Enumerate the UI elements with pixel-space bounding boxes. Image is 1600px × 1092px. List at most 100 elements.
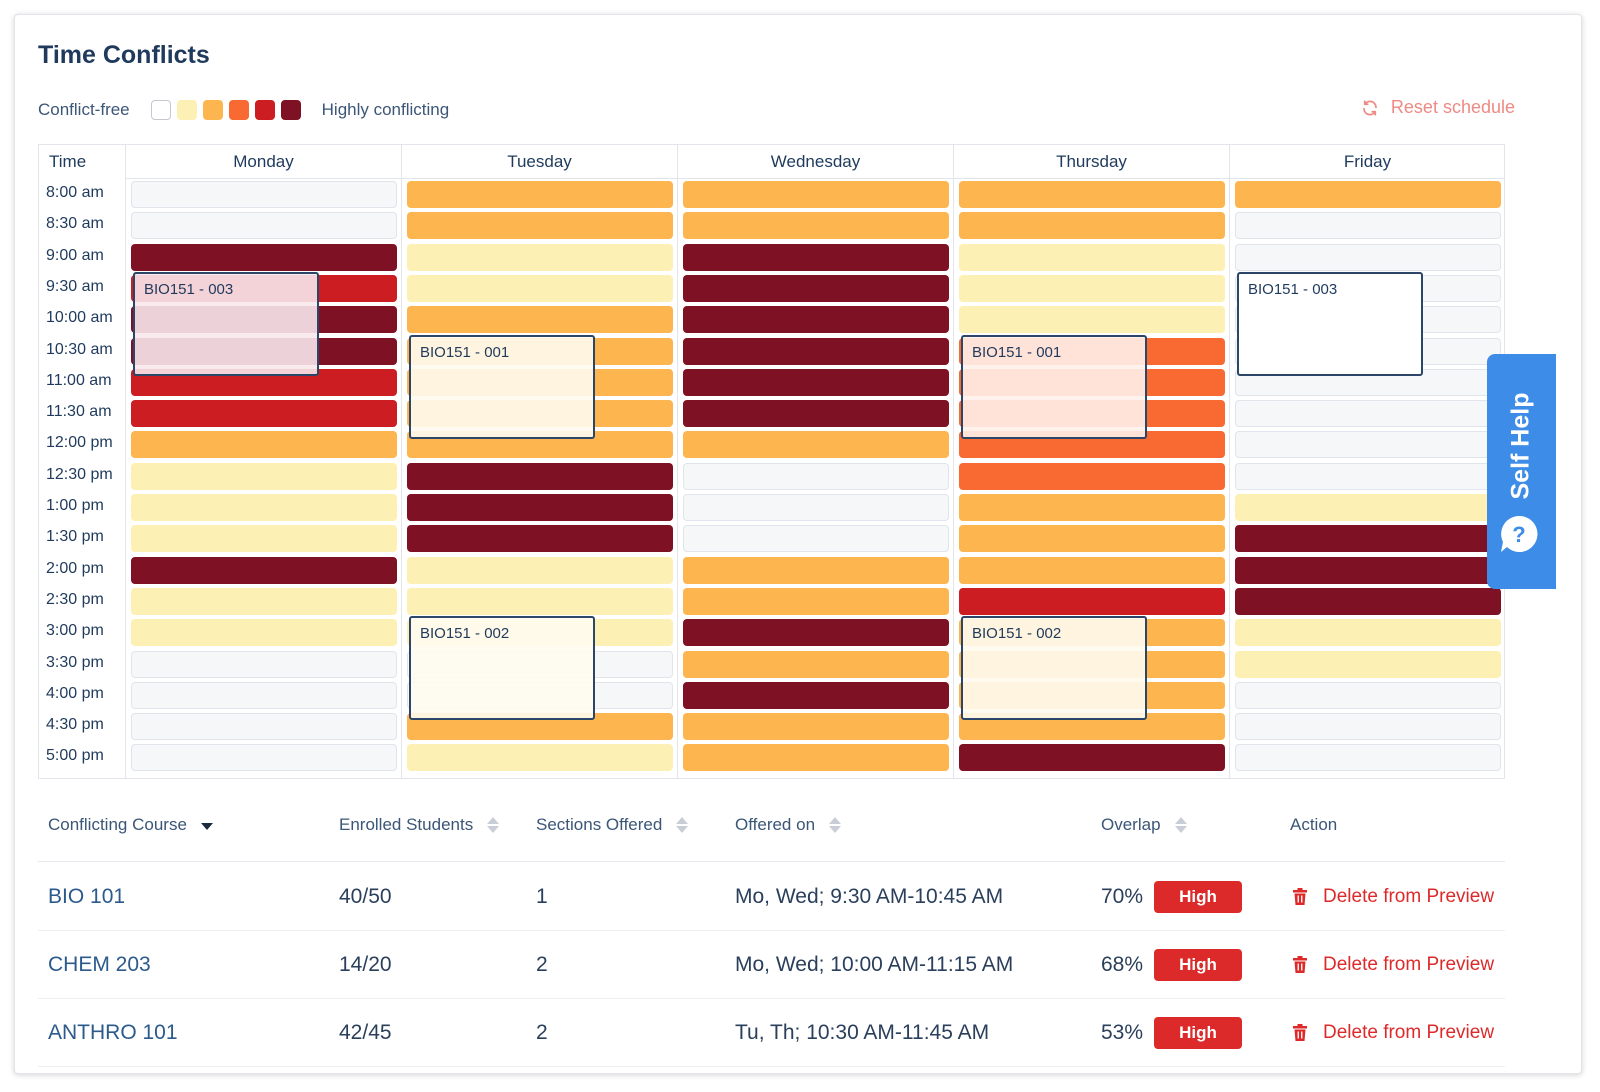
- time-slot[interactable]: [131, 525, 397, 553]
- time-slot[interactable]: [131, 212, 397, 240]
- time-slot[interactable]: [1235, 681, 1501, 709]
- time-slot[interactable]: [407, 181, 673, 208]
- time-slot[interactable]: [131, 556, 397, 584]
- sort-icon[interactable]: [487, 816, 500, 834]
- time-slot[interactable]: [1235, 494, 1501, 521]
- time-slot[interactable]: [1235, 400, 1501, 428]
- header-offered-on[interactable]: Offered on: [735, 809, 842, 841]
- time-slot[interactable]: [407, 494, 673, 521]
- time-slot[interactable]: [683, 431, 949, 459]
- time-slot[interactable]: [407, 525, 673, 553]
- time-slot[interactable]: [683, 243, 949, 271]
- time-slot[interactable]: [407, 462, 673, 490]
- time-slot[interactable]: [1235, 243, 1501, 271]
- time-slot[interactable]: [683, 306, 949, 334]
- time-slot[interactable]: [1235, 525, 1501, 553]
- time-slot[interactable]: [959, 243, 1225, 271]
- time-slot[interactable]: [407, 587, 673, 615]
- self-help-label: Self Help: [1506, 392, 1535, 500]
- course-section-block[interactable]: BIO151 - 003: [133, 271, 319, 376]
- course-section-block[interactable]: BIO151 - 002: [409, 616, 595, 721]
- time-slot[interactable]: [683, 212, 949, 240]
- time-slot[interactable]: [131, 431, 397, 459]
- course-section-block[interactable]: BIO151 - 001: [409, 334, 595, 439]
- sort-icon[interactable]: [829, 816, 842, 834]
- time-slot[interactable]: [959, 462, 1225, 490]
- header-overlap[interactable]: Overlap: [1101, 809, 1187, 841]
- time-slot[interactable]: [683, 462, 949, 490]
- course-section-block[interactable]: BIO151 - 003: [1237, 271, 1423, 376]
- time-slot[interactable]: [683, 400, 949, 428]
- time-slot[interactable]: [683, 181, 949, 208]
- time-slot[interactable]: [131, 243, 397, 271]
- time-slot[interactable]: [1235, 556, 1501, 584]
- time-slot[interactable]: [1235, 619, 1501, 647]
- time-slot[interactable]: [683, 368, 949, 396]
- time-slot[interactable]: [959, 494, 1225, 521]
- sort-desc-icon[interactable]: [200, 816, 213, 834]
- time-slot[interactable]: [1235, 212, 1501, 240]
- time-slot[interactable]: [683, 587, 949, 615]
- help-question-icon: ?: [1501, 515, 1538, 552]
- time-slot[interactable]: [1235, 650, 1501, 678]
- time-slot[interactable]: [683, 713, 949, 741]
- time-slot[interactable]: [959, 274, 1225, 302]
- time-slot[interactable]: [959, 556, 1225, 584]
- time-slot[interactable]: [959, 744, 1225, 772]
- time-slot[interactable]: [959, 525, 1225, 553]
- time-slot[interactable]: [407, 306, 673, 334]
- sort-icon[interactable]: [1174, 816, 1187, 834]
- sort-icon[interactable]: [676, 816, 689, 834]
- time-label: 1:00 pm: [46, 497, 104, 514]
- time-slot[interactable]: [1235, 181, 1501, 208]
- time-slot[interactable]: [959, 587, 1225, 615]
- time-slot[interactable]: [683, 681, 949, 709]
- delete-from-preview-button[interactable]: Delete from Preview: [1293, 931, 1494, 998]
- time-slot[interactable]: [131, 400, 397, 428]
- time-slot[interactable]: [1235, 713, 1501, 741]
- time-slot[interactable]: [683, 650, 949, 678]
- time-slot[interactable]: [683, 274, 949, 302]
- course-section-block[interactable]: BIO151 - 002: [961, 616, 1147, 721]
- time-slot[interactable]: [683, 337, 949, 365]
- time-slot[interactable]: [683, 744, 949, 772]
- conflict-legend: Conflict-free Highly conflicting: [38, 99, 449, 121]
- time-slot[interactable]: [407, 744, 673, 772]
- time-slot[interactable]: [407, 243, 673, 271]
- time-slot[interactable]: [683, 619, 949, 647]
- time-slot[interactable]: [1235, 462, 1501, 490]
- time-slot[interactable]: [131, 619, 397, 647]
- time-slot[interactable]: [683, 525, 949, 553]
- delete-from-preview-button[interactable]: Delete from Preview: [1293, 863, 1494, 930]
- time-slot[interactable]: [1235, 744, 1501, 772]
- overlap-percent: 68%: [1101, 953, 1144, 976]
- delete-from-preview-button[interactable]: Delete from Preview: [1293, 999, 1494, 1066]
- course-section-block[interactable]: BIO151 - 001: [961, 334, 1147, 439]
- time-slot[interactable]: [131, 462, 397, 490]
- time-slot[interactable]: [131, 587, 397, 615]
- time-slot[interactable]: [131, 681, 397, 709]
- time-slot[interactable]: [683, 556, 949, 584]
- header-sections-offered[interactable]: Sections Offered: [536, 809, 689, 841]
- time-slot[interactable]: [407, 274, 673, 302]
- time-slot[interactable]: [131, 650, 397, 678]
- reset-schedule-button[interactable]: Reset schedule: [1361, 97, 1515, 118]
- time-slot[interactable]: [959, 181, 1225, 208]
- self-help-tab[interactable]: Self Help ?: [1487, 354, 1556, 589]
- header-conflicting-course[interactable]: Conflicting Course: [48, 809, 213, 841]
- course-name[interactable]: CHEM 203: [48, 953, 151, 976]
- time-slot[interactable]: [407, 556, 673, 584]
- time-slot[interactable]: [407, 212, 673, 240]
- course-name[interactable]: ANTHRO 101: [48, 1021, 178, 1044]
- time-slot[interactable]: [1235, 431, 1501, 459]
- time-slot[interactable]: [131, 713, 397, 741]
- time-slot[interactable]: [1235, 587, 1501, 615]
- time-slot[interactable]: [131, 744, 397, 772]
- time-slot[interactable]: [959, 306, 1225, 334]
- header-enrolled-students[interactable]: Enrolled Students: [339, 809, 500, 841]
- time-slot[interactable]: [683, 494, 949, 521]
- course-name[interactable]: BIO 101: [48, 885, 126, 908]
- time-slot[interactable]: [131, 181, 397, 208]
- time-slot[interactable]: [131, 494, 397, 521]
- time-slot[interactable]: [959, 212, 1225, 240]
